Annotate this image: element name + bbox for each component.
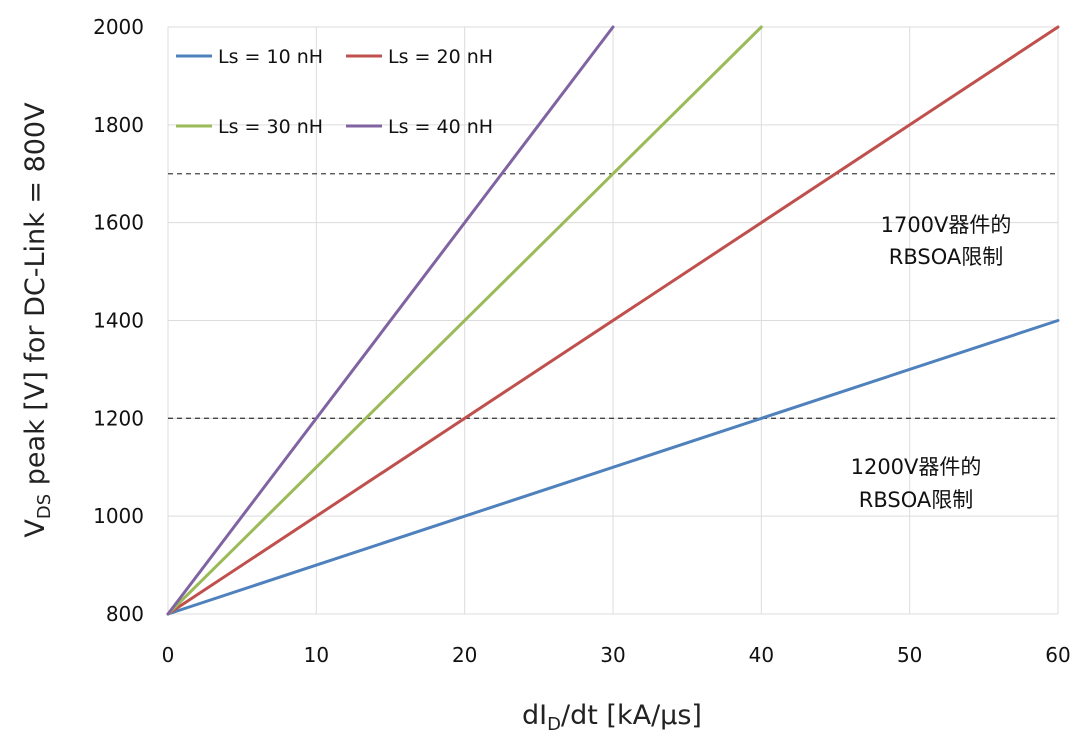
x-axis-title-sub: D (547, 714, 561, 735)
y-axis-title-rest: peak [V] for DC-Link = 800V (20, 102, 51, 494)
chart-svg: 800 1000 1200 1400 1600 1800 2000 0 10 20 30 40 50 60… (0, 0, 1080, 740)
y-tick-label: 1600 (93, 211, 144, 235)
y-tick-label: 2000 (93, 15, 144, 39)
x-tick-label: 0 (162, 643, 175, 667)
annotation-line2: RBSOA限制 (859, 488, 974, 512)
x-axis-title: dID/dt [kA/μs] (522, 700, 702, 735)
x-axis-title-rest: /dt [kA/μs] (561, 700, 702, 731)
x-tick-label: 50 (897, 643, 922, 667)
y-tick-label: 1400 (93, 309, 144, 333)
chart: 800 1000 1200 1400 1600 1800 2000 0 10 20 30 40 50 60… (0, 0, 1080, 740)
legend-label: Ls = 20 nH (388, 46, 493, 68)
x-tick-label: 40 (749, 643, 774, 667)
x-tick-label: 10 (304, 643, 329, 667)
x-tick-label: 20 (452, 643, 477, 667)
y-tick-label: 1000 (93, 504, 144, 528)
y-tick-label: 1200 (93, 406, 144, 430)
x-axis-title-main: dI (522, 700, 547, 731)
x-tick-label: 30 (600, 643, 625, 667)
y-axis-title: VDS peak [V] for DC-Link = 800V (20, 102, 55, 538)
y-axis-title-sub: DS (34, 494, 55, 519)
legend-label: Ls = 30 nH (218, 116, 323, 138)
y-tick-label: 1800 (93, 113, 144, 137)
legend-layer: Ls = 10 nH Ls = 20 nH Ls = 30 nH Ls = 40 nH (176, 46, 493, 138)
annotation-line1: 1200V器件的 (851, 455, 982, 479)
annotation-line1: 1700V器件的 (881, 213, 1012, 237)
legend-label: Ls = 40 nH (388, 116, 493, 138)
annotation-line2: RBSOA限制 (889, 245, 1004, 269)
y-axis-title-main: V (20, 519, 51, 538)
y-tick-label: 800 (106, 602, 144, 626)
x-tick-label: 60 (1045, 643, 1070, 667)
legend-label: Ls = 10 nH (218, 46, 323, 68)
